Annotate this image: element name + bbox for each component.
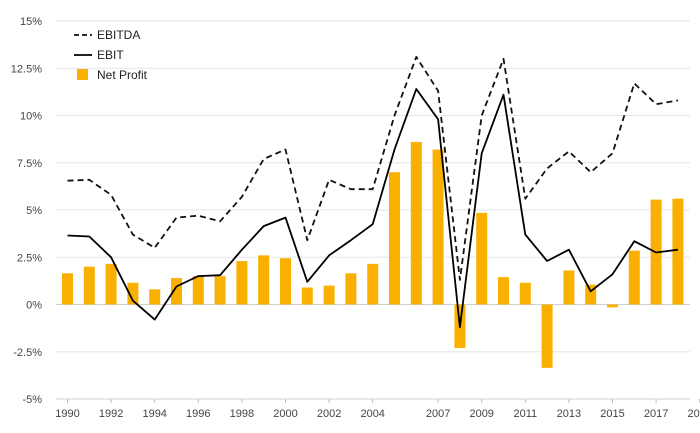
x-tick-label: 1990 bbox=[55, 408, 79, 420]
net-profit-bar bbox=[345, 273, 357, 305]
x-tick-label: 2017 bbox=[644, 408, 668, 420]
x-tick-label: 1994 bbox=[142, 408, 166, 420]
x-tick-label: 2004 bbox=[360, 408, 384, 420]
y-tick-label: -2.5% bbox=[13, 347, 42, 359]
x-tick-label: 1998 bbox=[230, 408, 254, 420]
net-profit-bar bbox=[127, 282, 139, 305]
net-profit-bars bbox=[62, 141, 684, 368]
net-profit-bar bbox=[519, 282, 531, 305]
net-profit-bar bbox=[410, 141, 422, 305]
y-axis: -5% -2.5% 0% 2.5% 5% 7.5% 10% 12.5% 15% bbox=[11, 16, 42, 406]
net-profit-bar bbox=[607, 304, 618, 308]
net-profit-bar bbox=[323, 285, 335, 305]
x-tick-label: 1992 bbox=[99, 408, 123, 420]
net-profit-bar bbox=[258, 255, 270, 305]
y-tick-label: 2.5% bbox=[17, 252, 42, 264]
legend-label-ebitda: EBITDA bbox=[97, 28, 140, 42]
net-profit-bar bbox=[301, 287, 313, 305]
legend-label-net-profit: Net Profit bbox=[97, 68, 148, 82]
net-profit-bar bbox=[628, 250, 640, 305]
x-tick-label: 2019 bbox=[687, 408, 700, 420]
net-profit-bar bbox=[476, 212, 488, 305]
x-tick-label: 1996 bbox=[186, 408, 210, 420]
y-tick-label: 5% bbox=[26, 205, 42, 217]
legend: EBITDA EBIT Net Profit bbox=[74, 28, 148, 82]
net-profit-bar bbox=[149, 289, 161, 305]
net-profit-bar bbox=[389, 172, 400, 305]
y-tick-label: 0% bbox=[26, 300, 42, 312]
net-profit-bar bbox=[105, 263, 117, 305]
x-tick-label: 2011 bbox=[513, 408, 537, 420]
net-profit-bar bbox=[236, 261, 248, 305]
net-profit-bar bbox=[585, 284, 597, 305]
net-profit-bar bbox=[171, 278, 182, 305]
ebitda-line bbox=[67, 56, 679, 281]
x-tick-label: 2000 bbox=[273, 408, 297, 420]
net-profit-bar bbox=[432, 149, 444, 305]
net-profit-bar bbox=[62, 273, 73, 305]
x-tick-label: 2009 bbox=[469, 408, 493, 420]
x-tick-label: 2015 bbox=[600, 408, 624, 420]
x-axis: 1990 1992 1994 1996 1998 2000 2002 2004 2007 2009… bbox=[55, 398, 700, 420]
net-profit-bar bbox=[498, 277, 509, 305]
y-tick-label: 7.5% bbox=[17, 158, 42, 170]
net-profit-bar bbox=[280, 258, 291, 305]
series-lines bbox=[67, 56, 679, 329]
x-tick-label: 2007 bbox=[426, 408, 450, 420]
y-tick-label: 12.5% bbox=[11, 63, 42, 75]
ebit-line bbox=[67, 88, 679, 329]
net-profit-bar bbox=[83, 266, 95, 305]
net-profit-bar bbox=[563, 270, 575, 305]
net-profit-bar bbox=[214, 276, 226, 305]
net-profit-bar bbox=[672, 198, 684, 305]
x-tick-label: 2013 bbox=[557, 408, 581, 420]
grid-lines bbox=[56, 20, 690, 400]
net-profit-bar bbox=[367, 263, 379, 305]
net-profit-bar bbox=[541, 304, 553, 368]
net-profit-bar bbox=[192, 276, 204, 305]
x-tick-label: 2002 bbox=[317, 408, 341, 420]
legend-label-ebit: EBIT bbox=[97, 48, 124, 62]
y-tick-label: 15% bbox=[20, 16, 42, 28]
legend-swatch-net-profit bbox=[77, 69, 88, 80]
y-tick-label: -5% bbox=[22, 394, 42, 406]
y-tick-label: 10% bbox=[20, 111, 42, 123]
